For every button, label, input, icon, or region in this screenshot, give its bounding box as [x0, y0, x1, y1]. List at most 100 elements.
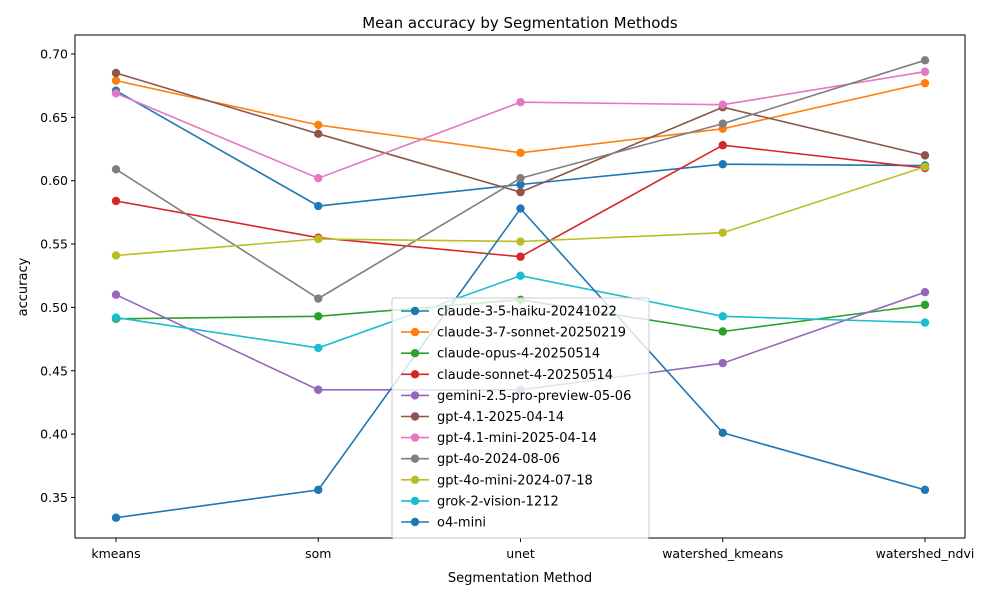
- data-point: [516, 271, 525, 280]
- data-point: [718, 228, 727, 237]
- data-point: [920, 67, 930, 76]
- data-point: [516, 97, 525, 107]
- y-tick-label: 0.35: [40, 490, 68, 505]
- series-6: [111, 67, 930, 183]
- legend-marker: [410, 327, 420, 337]
- data-point: [516, 204, 525, 213]
- data-point: [516, 173, 525, 183]
- data-point: [111, 251, 121, 260]
- y-tick-label: 0.70: [40, 47, 68, 62]
- legend-label: claude-3-7-sonnet-20250219: [437, 326, 626, 341]
- data-point: [718, 141, 727, 150]
- legend-box: [391, 297, 650, 539]
- data-point: [111, 89, 121, 98]
- legend-item: claude-sonnet-4-20250514: [401, 368, 613, 383]
- legend-item: gpt-4o-2024-08-06: [401, 452, 560, 467]
- x-axis: kmeans som unet watershed_kmeans watershed_n…: [91, 538, 974, 561]
- y-tick-label: 0.65: [40, 110, 68, 125]
- legend-marker: [410, 454, 420, 463]
- x-tick-label: kmeans: [91, 546, 140, 561]
- legend-item: gemini-2.5-pro-preview-05-06: [401, 389, 631, 404]
- data-point: [920, 318, 930, 327]
- legend-label: gpt-4.1-2025-04-14: [437, 410, 564, 425]
- series-layer: [111, 56, 930, 522]
- data-point: [516, 237, 525, 246]
- data-point: [920, 288, 930, 297]
- series-8: [111, 162, 930, 260]
- data-point: [111, 313, 121, 322]
- series-5: [111, 68, 930, 197]
- data-point: [111, 513, 121, 522]
- x-tick-label: watershed_kmeans: [662, 546, 783, 561]
- legend-label: claude-sonnet-4-20250514: [437, 368, 613, 383]
- y-tick-label: 0.50: [40, 300, 68, 315]
- y-tick-label: 0.60: [40, 173, 68, 188]
- legend-label: claude-opus-4-20250514: [437, 347, 600, 362]
- legend-label: o4-mini: [437, 516, 486, 531]
- chart-title: Mean accuracy by Segmentation Methods: [362, 14, 678, 32]
- y-tick-label: 0.40: [40, 427, 68, 442]
- legend-label: gemini-2.5-pro-preview-05-06: [437, 389, 631, 404]
- data-point: [516, 148, 525, 158]
- legend-item: claude-3-5-haiku-20241022: [401, 305, 617, 320]
- series-1: [111, 76, 930, 158]
- data-point: [314, 129, 323, 139]
- data-point: [516, 252, 525, 261]
- data-point: [314, 343, 323, 353]
- y-tick-label: 0.55: [40, 237, 68, 252]
- legend-marker: [410, 475, 420, 484]
- data-point: [920, 78, 930, 88]
- legend-marker: [410, 306, 420, 316]
- data-point: [920, 300, 930, 310]
- legend-marker: [410, 496, 420, 506]
- data-point: [314, 312, 323, 321]
- series-10: [111, 204, 930, 522]
- legend-marker: [410, 517, 420, 527]
- legend-marker: [410, 433, 420, 442]
- legend-marker: [410, 370, 420, 379]
- legend: claude-3-5-haiku-20241022 claude-3-7-sonn…: [391, 297, 650, 539]
- legend-item: gpt-4.1-mini-2025-04-14: [401, 431, 597, 446]
- data-point: [516, 187, 525, 197]
- legend-item: claude-3-7-sonnet-20250219: [401, 326, 626, 341]
- legend-label: gpt-4.1-mini-2025-04-14: [437, 431, 597, 446]
- legend-marker: [410, 349, 420, 358]
- data-point: [314, 201, 323, 211]
- data-point: [314, 173, 323, 183]
- data-point: [516, 180, 525, 189]
- data-point: [314, 385, 323, 394]
- data-point: [920, 162, 930, 171]
- data-point: [718, 327, 727, 336]
- data-point: [920, 151, 930, 160]
- data-point: [111, 290, 121, 299]
- y-tick-label: 0.45: [40, 363, 68, 378]
- legend-marker: [410, 391, 420, 400]
- data-point: [111, 68, 121, 78]
- legend-marker: [410, 412, 420, 421]
- legend-label: grok-2-vision-1212: [437, 494, 559, 509]
- y-axis: 0.35 0.40 0.45 0.50 0.55 0.60 0.65 0.70: [40, 47, 75, 505]
- legend-label: gpt-4o-mini-2024-07-18: [437, 473, 593, 488]
- data-point: [718, 428, 727, 438]
- x-tick-label: unet: [506, 546, 535, 561]
- legend-item: gpt-4o-mini-2024-07-18: [401, 473, 593, 488]
- data-point: [314, 294, 323, 303]
- data-point: [111, 165, 121, 174]
- data-point: [111, 196, 121, 206]
- y-axis-title: accuracy: [16, 257, 31, 316]
- data-point: [718, 100, 727, 109]
- legend-label: gpt-4o-2024-08-06: [437, 452, 560, 467]
- data-point: [718, 119, 727, 128]
- x-tick-label: som: [305, 546, 331, 561]
- legend-item: o4-mini: [401, 516, 486, 531]
- data-point: [314, 234, 323, 244]
- data-point: [920, 56, 930, 65]
- x-tick-label: watershed_ndvi: [876, 546, 975, 561]
- x-axis-title: Segmentation Method: [448, 571, 592, 586]
- legend-item: claude-opus-4-20250514: [401, 347, 600, 362]
- series-7: [111, 56, 930, 303]
- data-point: [718, 312, 727, 321]
- data-point: [314, 120, 323, 130]
- legend-item: gpt-4.1-2025-04-14: [401, 410, 564, 425]
